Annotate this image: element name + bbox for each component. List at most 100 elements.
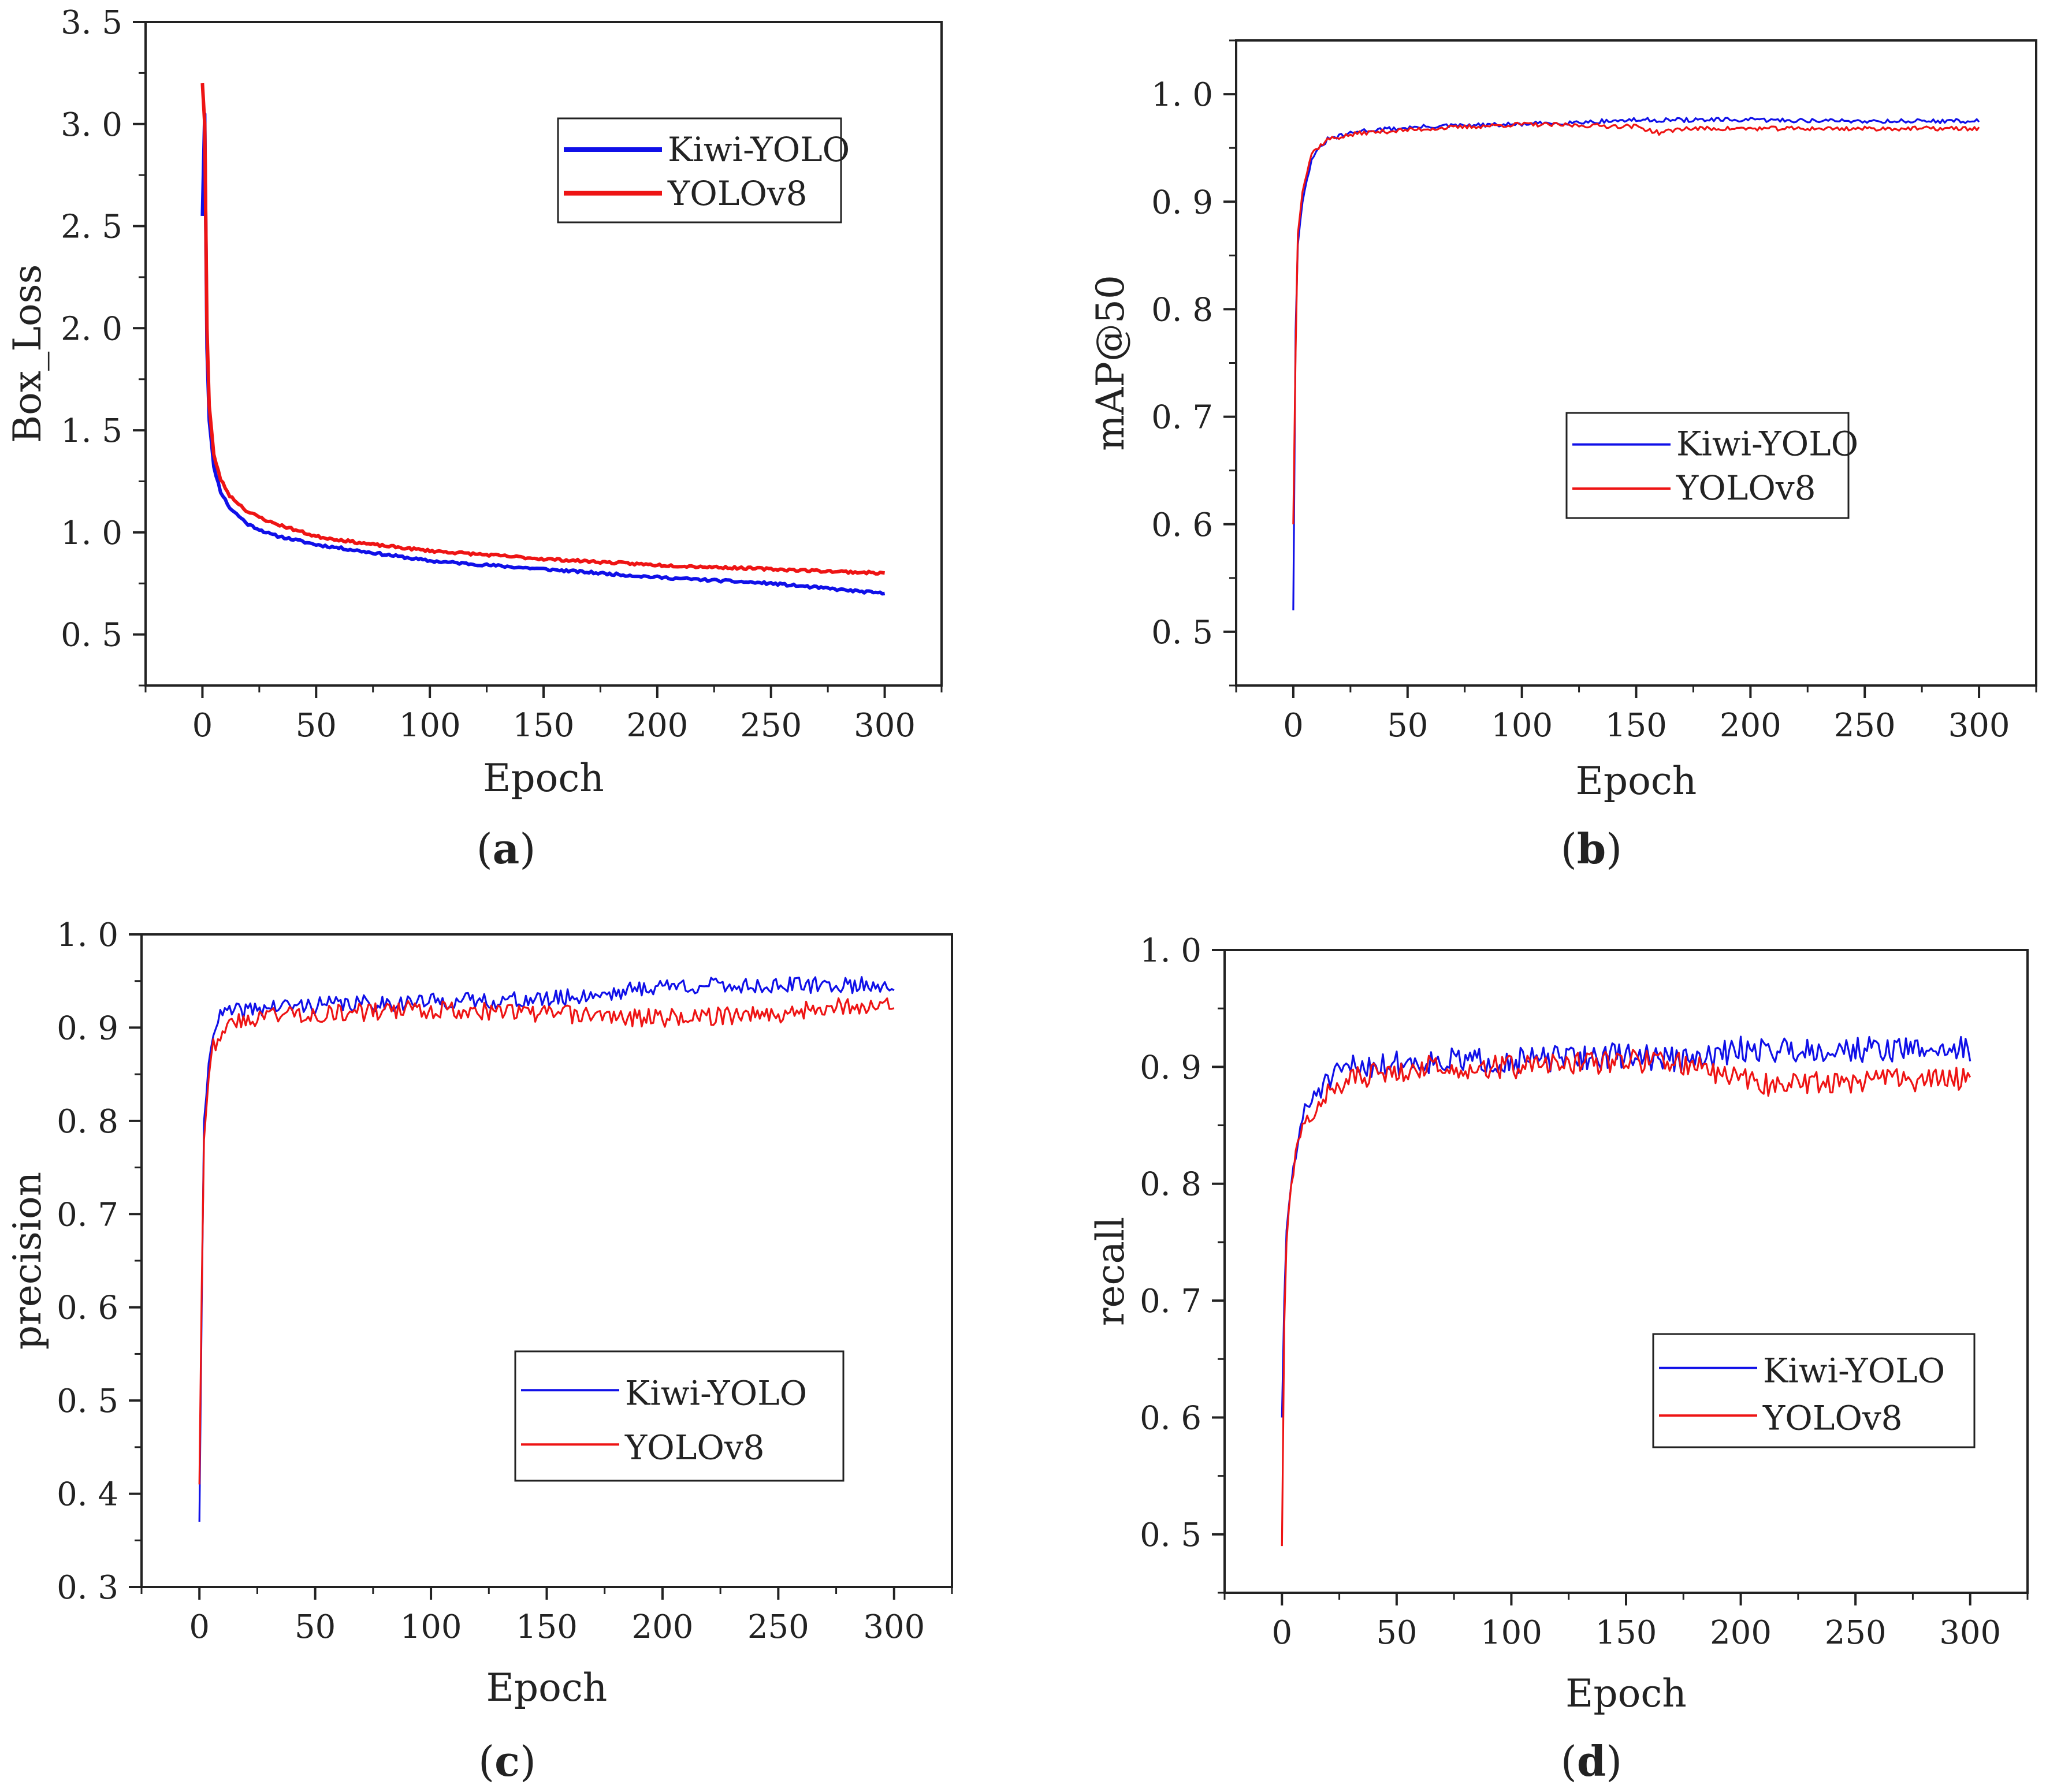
series-line-yolov8	[1281, 1049, 1971, 1547]
y-tick-label: 0. 9	[1140, 1049, 1201, 1086]
legend-label-yolov8: YOLOv8	[1762, 1399, 1903, 1438]
y-tick-label: 0. 6	[57, 1290, 118, 1327]
caption-paren-open: (	[478, 1737, 494, 1786]
y-tick-label: 3. 0	[61, 106, 122, 144]
legend-box	[514, 1350, 845, 1482]
x-tick-label: 50	[1376, 1614, 1417, 1652]
y-tick-label: 0. 3	[57, 1569, 118, 1607]
caption-paren-open: (	[1561, 1737, 1577, 1786]
series-line-kiwi-yolo	[1292, 117, 1980, 610]
x-tick-label: 100	[399, 707, 461, 744]
chart-panel-b: 0 50 100 150 200 250 300 0. 5 0. 6 0. 7 0. 8 0. 9 1.…	[1088, 39, 2037, 873]
panel-caption: (a)	[477, 824, 536, 873]
x-tick-label: 250	[1834, 707, 1896, 744]
y-tick-label: 0. 9	[1151, 184, 1213, 221]
series-line-kiwi-yolo	[200, 112, 886, 596]
legend-label-kiwi-yolo: Kiwi-YOLO	[668, 130, 850, 169]
x-axis-title: Epoch	[1576, 759, 1697, 803]
x-tick-label: 200	[626, 707, 688, 744]
x-tick-label: 150	[516, 1608, 578, 1646]
legend-label-yolov8: YOLOv8	[667, 174, 808, 213]
legend-box	[557, 117, 842, 223]
y-tick-label: 0. 7	[1151, 399, 1213, 437]
caption-letter: c	[494, 1737, 520, 1786]
chart-panel-a: 0 50 100 150 200 250 300 0. 5 1. 0 1. 5 2. 0 2. 5 3.…	[5, 4, 943, 873]
caption-paren-close: )	[1606, 825, 1622, 873]
x-tick-label: 0	[189, 1608, 210, 1646]
y-tick-label: 0. 7	[57, 1196, 118, 1234]
x-tick-label: 300	[1939, 1614, 2001, 1652]
x-tick-label: 50	[296, 707, 337, 744]
x-axis-title: Epoch	[1565, 1671, 1687, 1716]
legend: Kiwi-YOLO YOLOv8	[1565, 412, 1858, 519]
x-tick-label: 300	[863, 1608, 925, 1646]
panel-caption: (d)	[1561, 1737, 1623, 1786]
legend-label-yolov8: YOLOv8	[624, 1428, 765, 1467]
legend-box	[1565, 412, 1850, 519]
y-tick-label: 0. 5	[61, 617, 122, 654]
y-tick-label: 1. 0	[1140, 932, 1201, 970]
x-tick-label: 250	[1825, 1614, 1887, 1652]
legend: Kiwi-YOLO YOLOv8	[557, 117, 850, 223]
y-tick-label: 0. 5	[57, 1383, 118, 1420]
x-tick-label: 150	[513, 707, 575, 744]
series-line-yolov8	[198, 997, 895, 1485]
chart-panel-c: 0 50 100 150 200 250 300 0. 3 0. 4 0. 5 0. 6 0. 7 0.…	[5, 917, 953, 1786]
series-line-kiwi-yolo	[1281, 1035, 1971, 1418]
y-tick-label: 0. 5	[1140, 1517, 1201, 1554]
legend-label-kiwi-yolo: Kiwi-YOLO	[1763, 1351, 1945, 1390]
legend-label-kiwi-yolo: Kiwi-YOLO	[1676, 424, 1858, 463]
caption-letter: d	[1577, 1737, 1606, 1786]
x-tick-label: 250	[747, 1608, 809, 1646]
legend-label-yolov8: YOLOv8	[1676, 468, 1816, 508]
y-axis-title: Box_Loss	[5, 264, 50, 444]
legend-box	[1652, 1333, 1976, 1448]
x-tick-label: 100	[1491, 707, 1553, 744]
legend: Kiwi-YOLO YOLOv8	[1652, 1333, 1976, 1448]
x-tick-label: 0	[192, 707, 213, 744]
plot-frame	[140, 933, 953, 1588]
y-tick-label: 0. 6	[1140, 1399, 1201, 1437]
y-tick-label: 2. 0	[61, 310, 122, 348]
caption-paren-close: )	[1606, 1737, 1622, 1786]
plot-frame	[1235, 39, 2037, 687]
y-tick-label: 1. 0	[1151, 76, 1213, 114]
panel-caption: (b)	[1561, 824, 1623, 873]
x-tick-label: 200	[631, 1608, 693, 1646]
x-tick-label: 150	[1605, 707, 1667, 744]
x-tick-label: 150	[1595, 1614, 1657, 1652]
series-line-yolov8	[1292, 121, 1980, 524]
x-tick-label: 50	[1387, 707, 1428, 744]
caption-paren-open: (	[1561, 825, 1577, 873]
caption-paren-close: )	[520, 1737, 536, 1786]
panel-caption: (c)	[478, 1737, 536, 1786]
y-tick-label: 1. 0	[61, 515, 122, 552]
x-tick-label: 300	[854, 707, 916, 744]
y-tick-label: 0. 8	[57, 1103, 118, 1141]
y-axis-title: mAP@50	[1088, 275, 1133, 451]
x-tick-label: 50	[295, 1608, 336, 1646]
y-axis-title: precision	[5, 1172, 50, 1350]
caption-letter: b	[1577, 824, 1606, 873]
y-tick-label: 1. 5	[61, 412, 122, 450]
y-tick-label: 0. 6	[1151, 506, 1213, 544]
caption-paren-open: (	[477, 825, 493, 873]
y-tick-label: 0. 5	[1151, 614, 1213, 651]
chart-panel-d: 0 50 100 150 200 250 300 0. 5 0. 6 0. 7 0. 8 0. 9 1.…	[1088, 932, 2029, 1786]
caption-paren-close: )	[519, 825, 535, 873]
x-tick-label: 0	[1271, 1614, 1292, 1652]
legend: Kiwi-YOLO YOLOv8	[514, 1350, 845, 1482]
caption-letter: a	[493, 824, 520, 873]
x-tick-label: 300	[1948, 707, 2010, 744]
x-tick-label: 0	[1283, 707, 1304, 744]
x-tick-label: 100	[1480, 1614, 1542, 1652]
legend-label-kiwi-yolo: Kiwi-YOLO	[625, 1373, 807, 1413]
y-tick-label: 0. 8	[1140, 1166, 1201, 1204]
y-tick-label: 0. 7	[1140, 1283, 1201, 1320]
x-tick-label: 250	[740, 707, 802, 744]
y-tick-label: 3. 5	[61, 4, 122, 42]
x-tick-label: 100	[400, 1608, 462, 1646]
y-tick-label: 1. 0	[57, 917, 118, 954]
y-axis-title: recall	[1088, 1217, 1133, 1326]
